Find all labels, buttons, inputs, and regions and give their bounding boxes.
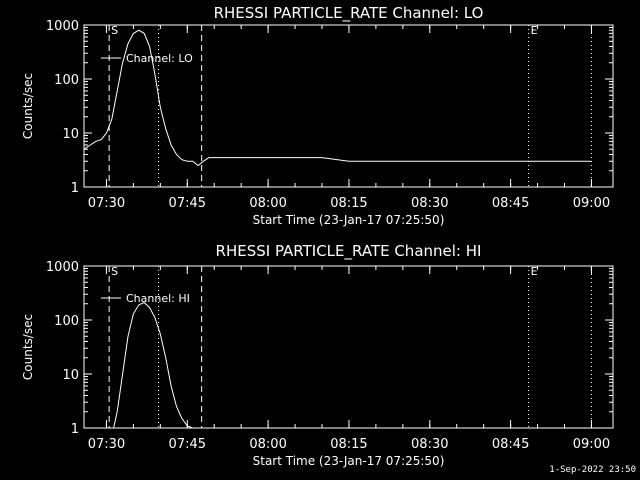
panel1-chart-title: RHESSI PARTICLE_RATE Channel: LO <box>214 4 484 23</box>
panel1-x-tick-label-07:30: 07:30 <box>88 196 125 211</box>
panel1-y-tick-label-1: 1 <box>71 181 79 196</box>
panel1-series-line-0 <box>83 29 592 167</box>
panel2-marker-label-S: S <box>111 265 118 278</box>
panel1-marker-label-E: E <box>531 24 538 37</box>
panel1-x-tick-label-08:30: 08:30 <box>411 196 448 211</box>
panel2-marker-label-E: E <box>531 265 538 278</box>
panel2-chart-title: RHESSI PARTICLE_RATE Channel: HI <box>216 242 482 261</box>
panel1-x-tick-label-08:15: 08:15 <box>330 196 367 211</box>
panel1-plot-frame <box>83 24 614 188</box>
panel1-x-tick-label-07:45: 07:45 <box>169 196 206 211</box>
panel2-y-tick-label-100: 100 <box>54 314 79 329</box>
panel2-y-tick-label-10: 10 <box>62 368 79 383</box>
panel2-x-tick-label-08:00: 08:00 <box>249 437 286 452</box>
panel2-y-tick-label-1: 1 <box>71 422 79 437</box>
panel1-x-tick-label-08:45: 08:45 <box>492 196 529 211</box>
panel2-x-tick-label-08:45: 08:45 <box>492 437 529 452</box>
panel2-legend-label: Channel: HI <box>126 292 190 305</box>
panel1-y-tick-label-100: 100 <box>54 73 79 88</box>
panel2-series-line-0 <box>113 302 193 429</box>
panel1-x-tick-label-09:00: 09:00 <box>573 196 610 211</box>
plot-timestamp: 1-Sep-2022 23:50 <box>549 465 636 475</box>
panel2-x-tick-label-07:45: 07:45 <box>169 437 206 452</box>
panel2-y-axis-label: Counts/sec <box>21 314 35 380</box>
panel2-x-tick-label-08:30: 08:30 <box>411 437 448 452</box>
panel2-x-tick-label-09:00: 09:00 <box>573 437 610 452</box>
panel1-marker-label-S: S <box>111 24 118 37</box>
panel1-x-tick-label-08:00: 08:00 <box>249 196 286 211</box>
panel2-y-tick-label-1000: 1000 <box>46 260 79 275</box>
panel1-legend-label: Channel: LO <box>126 52 193 65</box>
panel1-y-axis-label: Counts/sec <box>21 73 35 139</box>
panel1-y-tick-label-1000: 1000 <box>46 19 79 34</box>
panel2-x-tick-label-08:15: 08:15 <box>330 437 367 452</box>
panel1-y-tick-label-10: 10 <box>62 127 79 142</box>
panel2-x-axis-label: Start Time (23-Jan-17 07:25:50) <box>253 454 445 468</box>
panel1-x-axis-label: Start Time (23-Jan-17 07:25:50) <box>253 213 445 227</box>
panel2-x-tick-label-07:30: 07:30 <box>88 437 125 452</box>
